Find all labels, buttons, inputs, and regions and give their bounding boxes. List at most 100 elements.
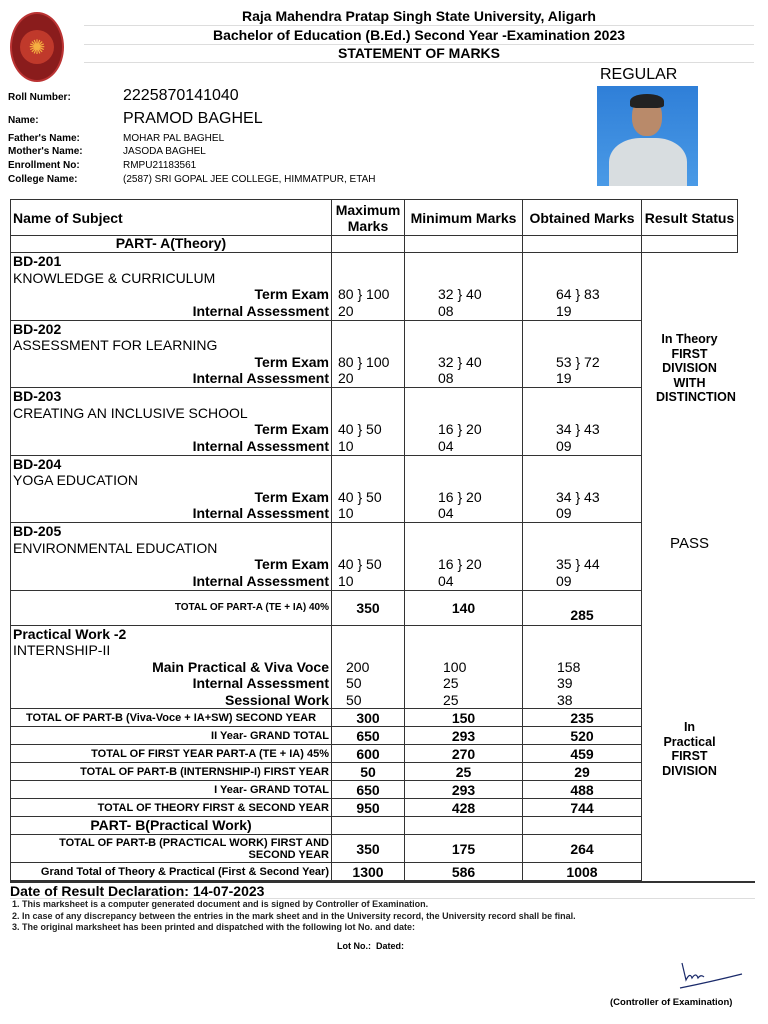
result-declaration-date: Date of Result Declaration: 14-07-2023: [10, 881, 755, 899]
mother-name: JASODA BAGHEL: [123, 146, 206, 157]
total-max: 50: [331, 762, 405, 781]
total-a-obtained: 285: [522, 589, 642, 626]
total-row: TOTAL OF THEORY FIRST & SECOND YEAR 950 42…: [10, 798, 738, 817]
total-max: 650: [331, 726, 405, 745]
practical-result: In Practical FIRST DIVISION: [662, 720, 717, 778]
practical-obtained: 38: [557, 691, 573, 708]
min-ia: 04: [438, 437, 454, 454]
term-exam-label: Term Exam: [254, 286, 329, 302]
pass-result: PASS: [670, 535, 709, 552]
student-type: REGULAR: [600, 66, 678, 83]
grand-total-label: Grand Total of Theory & Practical (First…: [10, 862, 332, 881]
mother-label: Mother's Name:: [8, 146, 83, 157]
practical-obtained: 39: [557, 675, 573, 691]
grand-total-max: 1300: [331, 862, 405, 881]
max-ia: 10: [338, 572, 354, 589]
lamp-icon: ✺: [20, 30, 54, 64]
internal-assessment-label: Internal Assessment: [192, 370, 329, 386]
obtained-ia: 19: [556, 370, 572, 386]
name-label: Name:: [8, 115, 39, 126]
subject-row: BD-201 KNOWLEDGE & CURRICULUM Term Exam Int…: [10, 252, 738, 321]
note: 1. This marksheet is a computer generate…: [12, 899, 429, 909]
term-exam-label: Term Exam: [254, 421, 329, 437]
total-row: I Year- GRAND TOTAL 650 293 488: [10, 780, 738, 799]
term-exam-label: Term Exam: [254, 488, 329, 505]
note: 3. The original marksheet has been print…: [12, 922, 416, 932]
total-obtained: 744: [522, 798, 642, 817]
header-obtained: Obtained Marks: [522, 199, 642, 236]
signature: [679, 962, 743, 989]
total-min: 293: [404, 726, 523, 745]
grand-total-min: 586: [404, 862, 523, 881]
total-min: 25: [404, 762, 523, 781]
total-max: 950: [331, 798, 405, 817]
marks-table: Name of Subject Maximum Marks Minimum Ma…: [10, 199, 738, 881]
obtained-term: 53 } 72: [556, 353, 600, 370]
practical-row: Practical Work -2 INTERNSHIP-II Main Pra…: [10, 624, 738, 709]
subject-code: BD-201: [13, 253, 62, 269]
header-min: Minimum Marks: [404, 199, 523, 236]
university-name: Raja Mahendra Pratap Singh State Univers…: [84, 8, 754, 26]
internal-assessment-label: Internal Assessment: [192, 572, 329, 589]
total-obtained: 520: [522, 726, 642, 745]
internal-assessment-label: Internal Assessment: [192, 437, 329, 454]
subject-name: ASSESSMENT FOR LEARNING: [13, 337, 218, 353]
header-result: Result Status: [641, 199, 738, 236]
subject-name: KNOWLEDGE & CURRICULUM: [13, 269, 216, 286]
min-term: 16 } 20: [438, 556, 482, 572]
max-ia: 20: [338, 370, 354, 386]
total-min: 293: [404, 780, 523, 799]
total-row: II Year- GRAND TOTAL 650 293 520: [10, 726, 738, 745]
subject-row: BD-203 CREATING AN INCLUSIVE SCHOOL Term E…: [10, 387, 738, 456]
min-ia: 04: [438, 572, 454, 589]
total-label: TOTAL OF THEORY FIRST & SECOND YEAR: [10, 798, 332, 817]
total-a-min: 140: [404, 589, 523, 626]
obtained-term: 34 } 43: [556, 488, 600, 505]
enrollment-number: RMPU21183561: [123, 160, 197, 171]
total-label: II Year- GRAND TOTAL: [10, 726, 332, 745]
total-max: 600: [331, 744, 405, 763]
total-obtained: 29: [522, 762, 642, 781]
max-ia: 10: [338, 437, 354, 454]
subject-row: BD-202 ASSESSMENT FOR LEARNING Term Exam In…: [10, 319, 738, 388]
obtained-ia: 09: [556, 505, 572, 521]
total-b-obtained: 264: [522, 834, 642, 863]
subject-code: BD-205: [13, 523, 62, 539]
max-term: 40 } 50: [338, 421, 382, 437]
lot-number: Lot No.: Dated:: [337, 941, 404, 951]
subject-name: YOGA EDUCATION: [13, 472, 138, 488]
max-term: 40 } 50: [338, 556, 382, 572]
total-label: TOTAL OF FIRST YEAR PART-A (TE + IA) 45%: [10, 744, 332, 763]
total-obtained: 235: [522, 708, 642, 727]
header-subject: Name of Subject: [10, 199, 332, 236]
total-max: 650: [331, 780, 405, 799]
total-b-label: TOTAL OF PART-B (PRACTICAL WORK) FIRST A…: [10, 834, 332, 863]
student-photo: [597, 86, 698, 186]
part-a-heading: PART- A(Theory): [10, 235, 332, 253]
total-obtained: 488: [522, 780, 642, 799]
practical-label: Main Practical & Viva Voce: [152, 658, 329, 675]
min-term: 16 } 20: [438, 421, 482, 437]
total-b-min: 175: [404, 834, 523, 863]
father-name: MOHAR PAL BAGHEL: [123, 133, 225, 144]
note: 2. In case of any discrepancy between th…: [12, 910, 576, 921]
father-label: Father's Name:: [8, 133, 80, 144]
term-exam-label: Term Exam: [254, 353, 329, 370]
theory-result: In Theory FIRST DIVISION WITH DISTINCTIO…: [656, 332, 736, 404]
document-title: STATEMENT OF MARKS: [84, 45, 754, 63]
total-row: TOTAL OF FIRST YEAR PART-A (TE + IA) 45%…: [10, 744, 738, 763]
subject-row: BD-205 ENVIRONMENTAL EDUCATION Term Exam In…: [10, 522, 738, 591]
total-row: TOTAL OF PART-B (INTERNSHIP-I) FIRST YEA…: [10, 762, 738, 781]
min-ia: 04: [438, 505, 454, 521]
college-name: (2587) SRI GOPAL JEE COLLEGE, HIMMATPUR,…: [123, 174, 376, 185]
total-label: TOTAL OF PART-B (Viva-Voce + IA+SW) SECO…: [10, 708, 332, 727]
practical-max: 50: [346, 691, 362, 708]
result-status-cell: In Theory FIRST DIVISION WITH DISTINCTIO…: [641, 235, 738, 778]
internal-assessment-label: Internal Assessment: [192, 302, 329, 319]
total-max: 300: [331, 708, 405, 727]
min-term: 32 } 40: [438, 286, 482, 302]
student-name: PRAMOD BAGHEL: [123, 110, 263, 127]
roll-number: 2225870141040: [123, 87, 239, 104]
enrollment-label: Enrollment No:: [8, 160, 80, 171]
term-exam-label: Term Exam: [254, 556, 329, 572]
